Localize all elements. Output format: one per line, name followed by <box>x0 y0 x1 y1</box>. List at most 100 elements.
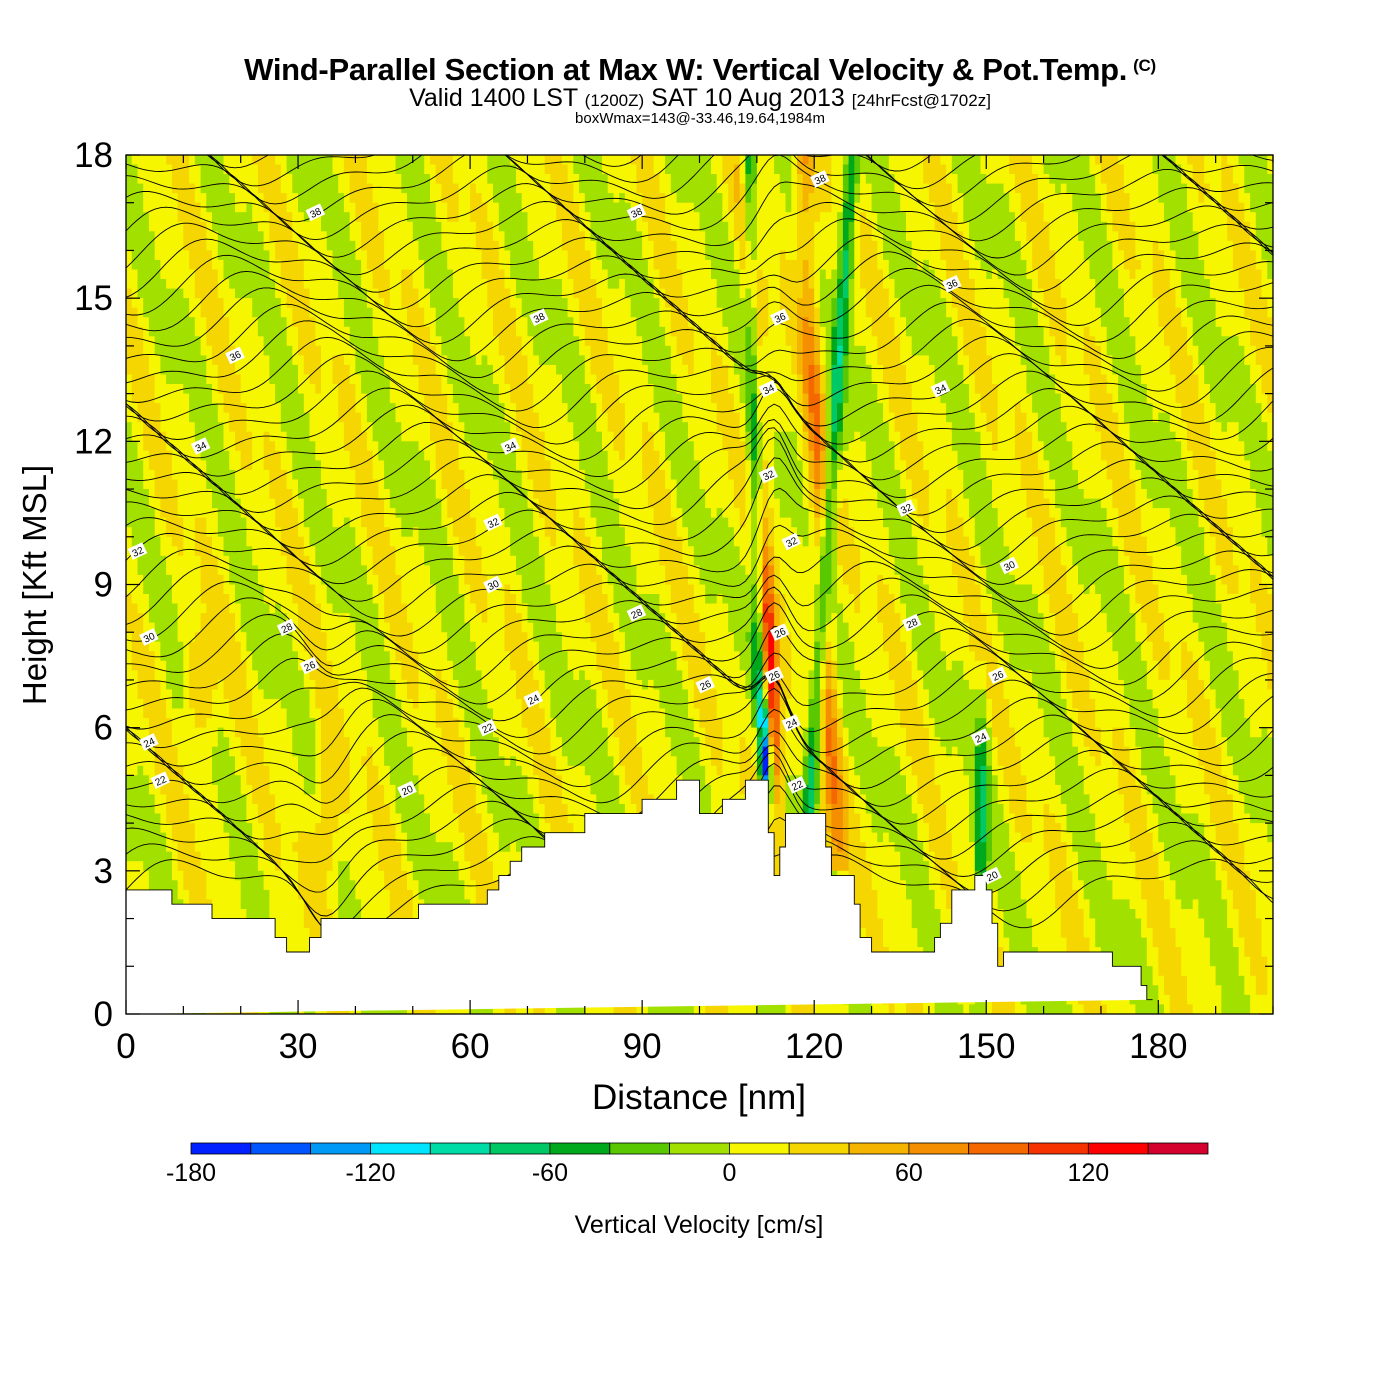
velocity-cell <box>321 459 328 470</box>
velocity-cell <box>321 421 328 432</box>
velocity-cell <box>217 822 225 833</box>
velocity-cell <box>286 173 293 184</box>
velocity-cell <box>206 230 213 241</box>
velocity-cell <box>246 230 253 241</box>
velocity-cell <box>137 288 144 299</box>
velocity-cell <box>395 717 402 728</box>
velocity-cell <box>240 211 247 222</box>
velocity-cell <box>257 641 265 652</box>
velocity-cell <box>200 727 207 738</box>
velocity-cell <box>177 192 184 203</box>
velocity-cell <box>401 498 408 509</box>
velocity-cell <box>154 860 161 871</box>
velocity-cell <box>280 421 288 432</box>
velocity-cell <box>200 307 207 318</box>
velocity-cell <box>384 498 391 509</box>
velocity-cell <box>166 498 173 509</box>
velocity-cell <box>229 240 236 251</box>
velocity-cell <box>143 555 150 566</box>
velocity-cell <box>269 163 276 174</box>
velocity-cell <box>286 822 293 833</box>
velocity-cell <box>395 727 402 738</box>
velocity-cell <box>418 335 425 346</box>
velocity-cell <box>240 660 247 671</box>
velocity-cell <box>372 278 379 289</box>
velocity-cell <box>384 860 391 871</box>
velocity-cell <box>384 851 391 862</box>
velocity-cell <box>321 813 328 824</box>
velocity-cell <box>177 440 184 451</box>
velocity-cell <box>235 650 242 661</box>
velocity-cell <box>366 870 374 881</box>
velocity-cell <box>343 574 351 585</box>
velocity-cell <box>418 155 425 165</box>
velocity-cell <box>143 192 150 203</box>
velocity-cell <box>212 268 219 279</box>
velocity-cell <box>361 488 368 499</box>
velocity-cell <box>246 498 253 509</box>
velocity-cell <box>275 240 282 251</box>
velocity-cell <box>189 155 196 165</box>
velocity-cell <box>384 259 391 270</box>
velocity-cell <box>177 813 184 824</box>
velocity-cell <box>269 316 276 327</box>
velocity-cell <box>131 841 138 852</box>
velocity-cell <box>194 364 202 375</box>
velocity-cell <box>292 155 299 165</box>
velocity-cell <box>240 793 247 804</box>
velocity-cell <box>315 431 322 442</box>
velocity-cell <box>275 221 282 232</box>
velocity-cell <box>424 268 431 279</box>
velocity-cell <box>424 498 431 509</box>
velocity-cell <box>303 708 311 719</box>
velocity-cell <box>171 784 179 795</box>
velocity-cell <box>332 898 339 909</box>
velocity-cell <box>315 555 322 566</box>
velocity-cell <box>389 583 397 594</box>
velocity-cell <box>246 736 253 747</box>
velocity-cell <box>177 755 184 766</box>
velocity-cell <box>424 383 431 394</box>
velocity-cell <box>206 841 213 852</box>
velocity-cell <box>229 536 236 547</box>
velocity-cell <box>206 631 213 642</box>
velocity-cell <box>275 793 282 804</box>
velocity-cell <box>349 593 356 604</box>
velocity-cell <box>154 173 161 184</box>
velocity-cell <box>321 173 328 184</box>
velocity-cell <box>177 784 184 795</box>
velocity-cell <box>303 727 311 738</box>
velocity-cell <box>137 717 144 728</box>
velocity-cell <box>286 774 293 785</box>
velocity-cell <box>298 345 305 356</box>
velocity-cell <box>183 755 190 766</box>
velocity-cell <box>137 364 144 375</box>
velocity-cell <box>177 498 184 509</box>
velocity-cell <box>223 612 230 623</box>
velocity-cell <box>418 870 425 881</box>
velocity-cell <box>418 545 425 556</box>
velocity-cell <box>355 564 362 575</box>
velocity-cell <box>378 211 385 222</box>
velocity-cell <box>131 421 138 432</box>
velocity-cell <box>298 937 305 948</box>
velocity-cell <box>160 507 167 518</box>
velocity-cell <box>344 145 350 155</box>
velocity-cell <box>395 326 402 337</box>
velocity-cell <box>275 488 282 499</box>
velocity-cell <box>154 688 161 699</box>
velocity-cell <box>401 268 408 279</box>
velocity-cell <box>315 459 322 470</box>
velocity-cell <box>223 641 230 652</box>
velocity-cell <box>235 536 242 547</box>
velocity-cell <box>332 354 339 365</box>
velocity-cell <box>280 155 288 165</box>
velocity-cell <box>206 173 213 184</box>
velocity-cell <box>418 440 425 451</box>
velocity-cell <box>229 879 236 890</box>
velocity-cell <box>194 851 202 862</box>
velocity-cell <box>189 421 196 432</box>
velocity-cell <box>206 832 213 843</box>
velocity-cell <box>366 583 374 594</box>
velocity-cell <box>395 679 402 690</box>
